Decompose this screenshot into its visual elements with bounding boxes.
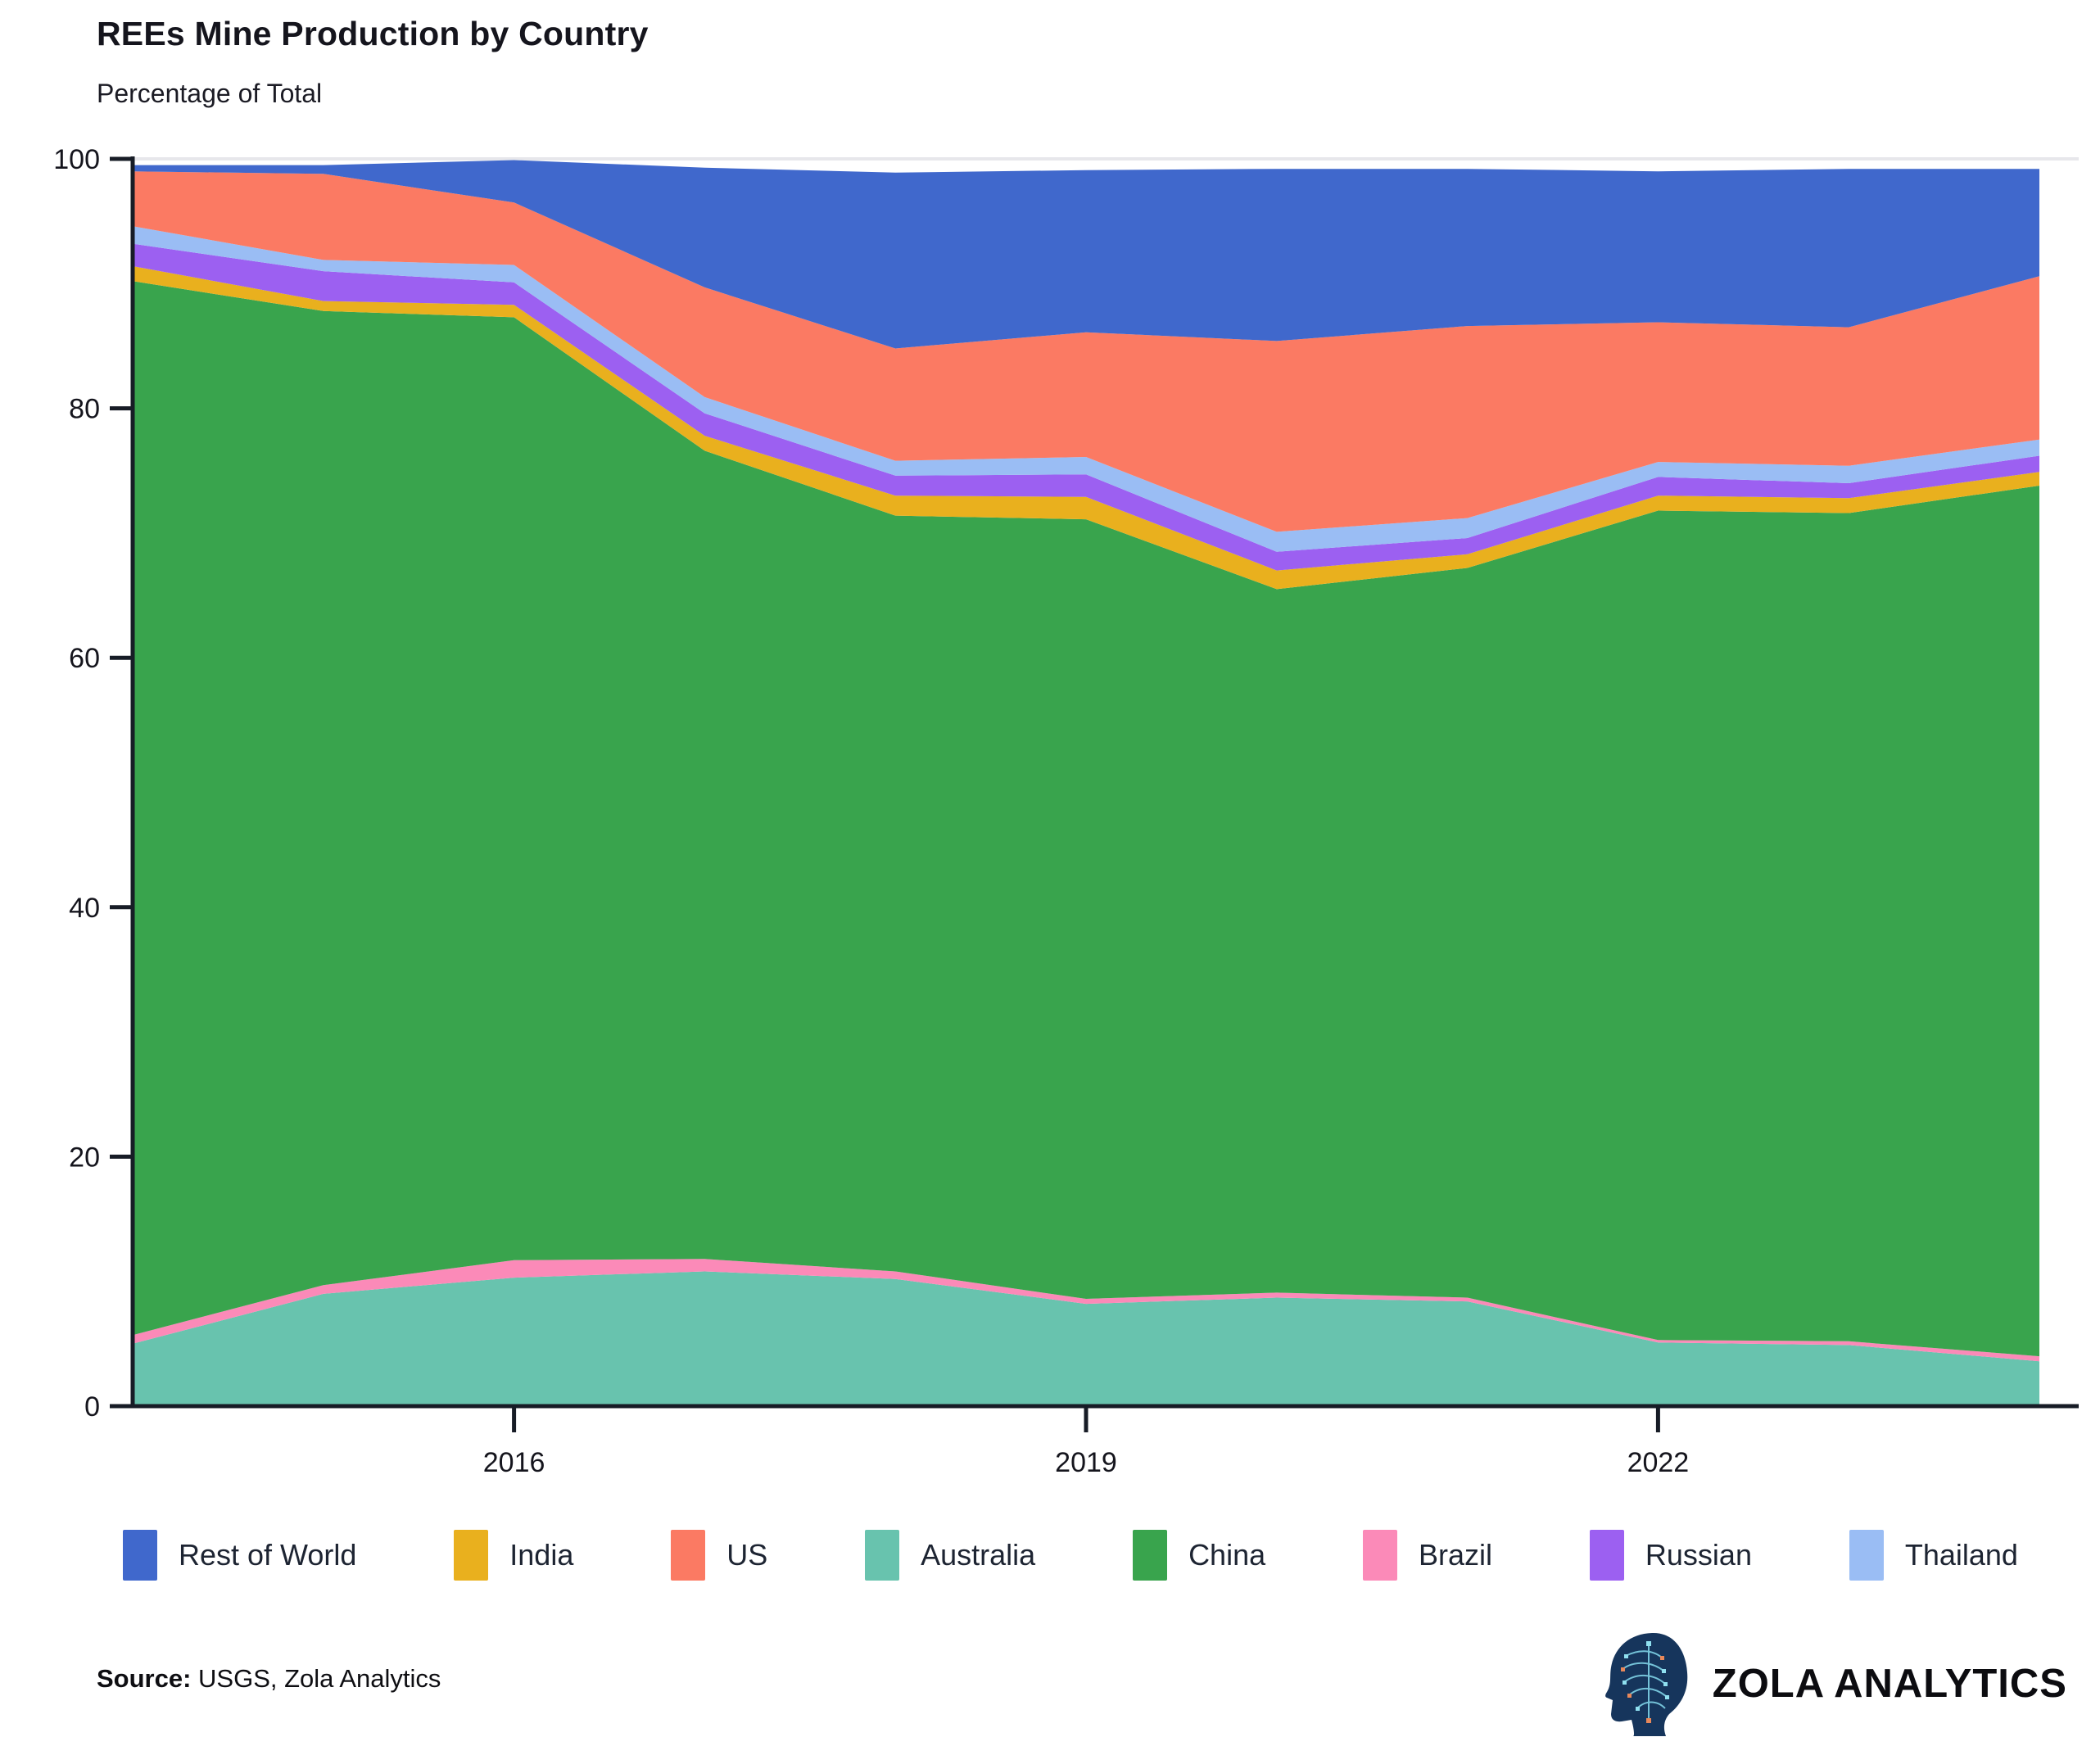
- legend-label-rest-of-world: Rest of World: [179, 1538, 357, 1572]
- x-tick-label-2016: 2016: [483, 1447, 545, 1478]
- legend-swatch-brazil: [1363, 1530, 1397, 1581]
- legend-item-brazil: Brazil: [1363, 1530, 1492, 1581]
- x-tick-label-2019: 2019: [1055, 1447, 1117, 1478]
- source-text: USGS, Zola Analytics: [191, 1664, 441, 1693]
- legend-label-australia: Australia: [921, 1538, 1036, 1572]
- legend-item-australia: Australia: [865, 1530, 1035, 1581]
- legend-label-china: China: [1188, 1538, 1266, 1572]
- legend-swatch-china: [1133, 1530, 1168, 1581]
- legend-label-thailand: Thailand: [1904, 1538, 2018, 1572]
- area-russian: [133, 243, 2039, 571]
- x-tick-label-2022: 2022: [1627, 1447, 1690, 1478]
- legend-item-thailand: Thailand: [1849, 1530, 2018, 1581]
- legend-swatch-thailand: [1849, 1530, 1884, 1581]
- legend-label-india: India: [509, 1538, 574, 1572]
- brand-name: ZOLA ANALYTICS: [1712, 1662, 2067, 1706]
- legend-label-brazil: Brazil: [1419, 1538, 1493, 1572]
- stacked-area-chart: 0 20 40 60 80 100 2016 2019 2022: [53, 144, 2079, 1478]
- page-title: REEs Mine Production by Country: [97, 15, 649, 52]
- legend-item-china: China: [1133, 1530, 1265, 1581]
- y-tick-label-100: 100: [53, 144, 100, 175]
- legend-swatch-australia: [865, 1530, 900, 1581]
- area-china: [133, 281, 2039, 1357]
- y-tick-label-60: 60: [69, 643, 100, 674]
- legend-swatch-russian: [1589, 1530, 1624, 1581]
- legend-item-rest-of-world: Rest of World: [123, 1530, 356, 1581]
- y-tick-label-20: 20: [69, 1142, 100, 1173]
- area-us: [133, 171, 2039, 532]
- page-subtitle: Percentage of Total: [97, 79, 323, 108]
- y-tick-label-80: 80: [69, 394, 100, 425]
- legend-swatch-india: [454, 1530, 489, 1581]
- area-rest-of-world: [133, 160, 2039, 349]
- legend-item-russian: Russian: [1589, 1530, 1752, 1581]
- y-tick-label-40: 40: [69, 893, 100, 924]
- legend-swatch-us: [671, 1530, 706, 1581]
- brand-footer: ZOLA ANALYTICS: [1601, 1631, 2067, 1736]
- source-line: Source: USGS, Zola Analytics: [97, 1664, 441, 1694]
- legend-label-russian: Russian: [1645, 1538, 1752, 1572]
- legend-swatch-rest-of-world: [123, 1530, 157, 1581]
- legend-label-us: US: [726, 1538, 768, 1572]
- chart-legend: Rest of World India US Australia China Brazil…: [123, 1530, 2018, 1581]
- area-australia: [133, 1271, 2039, 1406]
- legend-item-us: US: [671, 1530, 767, 1581]
- zola-logo-head-icon: [1604, 1632, 1688, 1736]
- legend-item-india: India: [454, 1530, 573, 1581]
- source-label: Source:: [97, 1664, 192, 1693]
- y-tick-label-0: 0: [84, 1391, 100, 1423]
